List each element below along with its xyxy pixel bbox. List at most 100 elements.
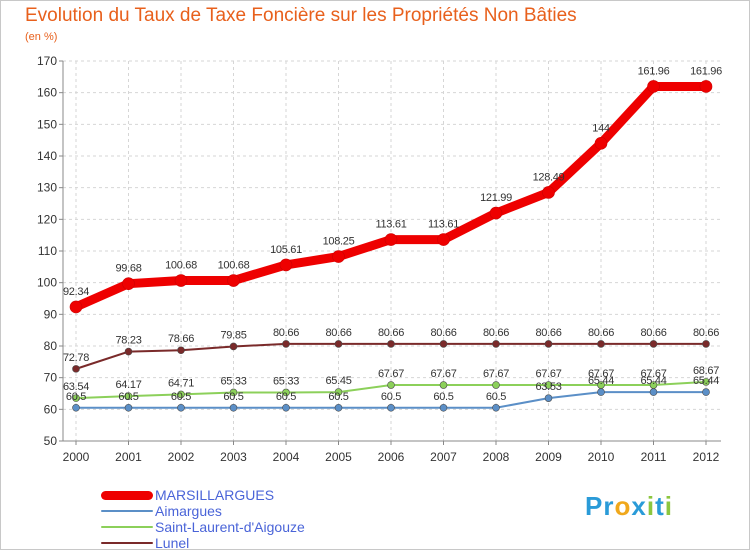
data-point <box>282 340 290 348</box>
legend-swatch <box>101 490 153 500</box>
data-point <box>437 233 450 246</box>
data-point <box>647 80 660 93</box>
y-tick-label: 150 <box>37 117 57 131</box>
data-label: 78.66 <box>168 333 194 345</box>
data-point <box>597 340 605 348</box>
data-point <box>332 250 345 263</box>
logo-letter: r <box>603 491 615 521</box>
data-label: 80.66 <box>430 327 456 339</box>
data-label: 64.71 <box>168 377 194 389</box>
data-point <box>492 340 500 348</box>
y-tick-label: 120 <box>37 212 57 226</box>
line-chart: 50 60 70 80 90 100 110 120 130 140 150 160 170 2000 20… <box>37 54 722 464</box>
data-label: 63.53 <box>535 381 561 393</box>
data-label: 60.5 <box>223 391 243 403</box>
proxiti-logo: Proxiti <box>585 491 673 522</box>
legend-label: Lunel <box>155 535 190 551</box>
legend-swatch <box>101 526 153 528</box>
data-point <box>489 206 503 220</box>
data-point <box>174 274 188 287</box>
x-tick-label: 2004 <box>273 450 300 464</box>
x-tick-label: 2002 <box>168 450 195 464</box>
data-label: 60.5 <box>118 391 138 403</box>
data-point <box>124 403 133 412</box>
data-point <box>544 394 553 402</box>
data-label: 100.68 <box>165 260 197 272</box>
data-label: 67.67 <box>640 368 666 380</box>
data-label: 72.78 <box>63 352 89 364</box>
data-label: 80.66 <box>483 327 509 339</box>
data-point <box>334 403 343 412</box>
data-point <box>177 403 185 412</box>
data-label: 108.25 <box>323 236 355 248</box>
data-label: 60.5 <box>171 391 191 403</box>
data-label: 80.66 <box>588 327 614 339</box>
data-point <box>702 378 710 386</box>
chart-title: Evolution du Taux de Taxe Foncière sur l… <box>25 5 577 26</box>
data-label: 65.33 <box>273 375 299 387</box>
data-point <box>229 403 238 412</box>
data-point <box>282 388 290 397</box>
data-label: 80.66 <box>378 327 404 339</box>
data-label: 65.44 <box>640 375 666 387</box>
data-point <box>177 346 185 355</box>
x-tick-label: 2011 <box>641 450 667 464</box>
data-point <box>439 381 448 389</box>
data-point <box>124 392 133 400</box>
data-label: 68.67 <box>693 365 719 377</box>
data-point <box>542 186 555 199</box>
y-tick-label: 70 <box>44 371 58 385</box>
data-label: 161.96 <box>690 65 722 77</box>
y-tick-label: 80 <box>44 339 58 353</box>
logo-letter: x <box>631 491 647 521</box>
x-tick-label: 2007 <box>430 450 457 464</box>
legend-swatch <box>101 542 153 544</box>
x-tick-label: 2012 <box>693 450 720 464</box>
y-tick-label: 100 <box>37 276 57 290</box>
data-label: 100.68 <box>218 260 250 272</box>
legend-label: Aimargues <box>155 503 222 519</box>
data-point <box>649 381 658 389</box>
data-label: 128.49 <box>533 171 565 183</box>
x-tick-label: 2003 <box>220 450 247 464</box>
y-tick-label: 160 <box>37 86 57 100</box>
y-tick-label: 90 <box>44 307 58 321</box>
data-point <box>439 403 448 412</box>
data-point <box>702 340 710 348</box>
data-point <box>544 381 553 389</box>
data-label: 99.68 <box>115 263 141 275</box>
data-point <box>334 340 343 348</box>
data-point <box>227 274 240 287</box>
data-label: 80.66 <box>693 327 719 339</box>
data-label: 65.33 <box>220 375 246 387</box>
x-tick-label: 2009 <box>535 450 562 464</box>
data-label: 121.99 <box>480 192 512 204</box>
data-label: 60.5 <box>486 391 506 403</box>
data-point <box>177 390 185 399</box>
data-point <box>544 340 553 348</box>
data-point <box>72 394 80 402</box>
data-label: 161.96 <box>638 65 670 77</box>
data-label: 78.23 <box>115 335 141 347</box>
data-label: 64.17 <box>115 379 141 391</box>
data-label: 67.67 <box>430 368 456 380</box>
y-tick-label: 50 <box>44 434 58 448</box>
data-point <box>492 403 500 412</box>
x-tick-label: 2001 <box>115 450 142 464</box>
data-point <box>387 340 395 348</box>
data-label: 113.61 <box>428 219 459 231</box>
data-label: 67.67 <box>588 368 614 380</box>
data-point <box>72 365 80 373</box>
data-point <box>699 80 713 93</box>
data-point <box>594 137 608 150</box>
logo-letter: P <box>585 491 604 521</box>
logo-letter: i <box>664 491 673 521</box>
data-point <box>282 403 290 412</box>
data-point <box>229 388 238 397</box>
data-label: 60.5 <box>66 391 86 403</box>
data-label: 65.44 <box>693 375 719 387</box>
data-point <box>649 340 658 348</box>
data-label: 80.66 <box>325 327 351 339</box>
data-label: 65.44 <box>588 375 614 387</box>
